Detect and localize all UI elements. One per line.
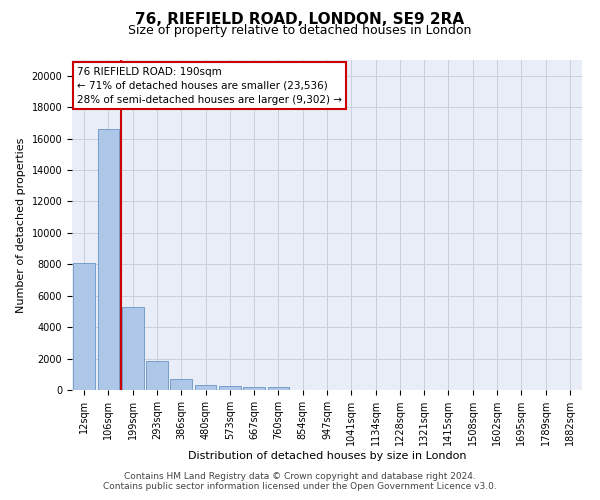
Text: 76, RIEFIELD ROAD, LONDON, SE9 2RA: 76, RIEFIELD ROAD, LONDON, SE9 2RA	[136, 12, 464, 28]
X-axis label: Distribution of detached houses by size in London: Distribution of detached houses by size …	[188, 451, 466, 461]
Bar	[268, 388, 289, 390]
Text: Size of property relative to detached houses in London: Size of property relative to detached ho…	[128, 24, 472, 37]
Bar	[73, 262, 95, 390]
Bar	[146, 361, 168, 390]
Text: 76 RIEFIELD ROAD: 190sqm
← 71% of detached houses are smaller (23,536)
28% of se: 76 RIEFIELD ROAD: 190sqm ← 71% of detach…	[77, 66, 342, 104]
Text: Contains public sector information licensed under the Open Government Licence v3: Contains public sector information licen…	[103, 482, 497, 491]
Y-axis label: Number of detached properties: Number of detached properties	[16, 138, 26, 312]
Text: Contains HM Land Registry data © Crown copyright and database right 2024.: Contains HM Land Registry data © Crown c…	[124, 472, 476, 481]
Bar	[122, 306, 143, 390]
Bar	[170, 379, 192, 390]
Bar	[243, 387, 265, 390]
Bar	[97, 129, 119, 390]
Bar	[219, 386, 241, 390]
Bar	[194, 384, 217, 390]
